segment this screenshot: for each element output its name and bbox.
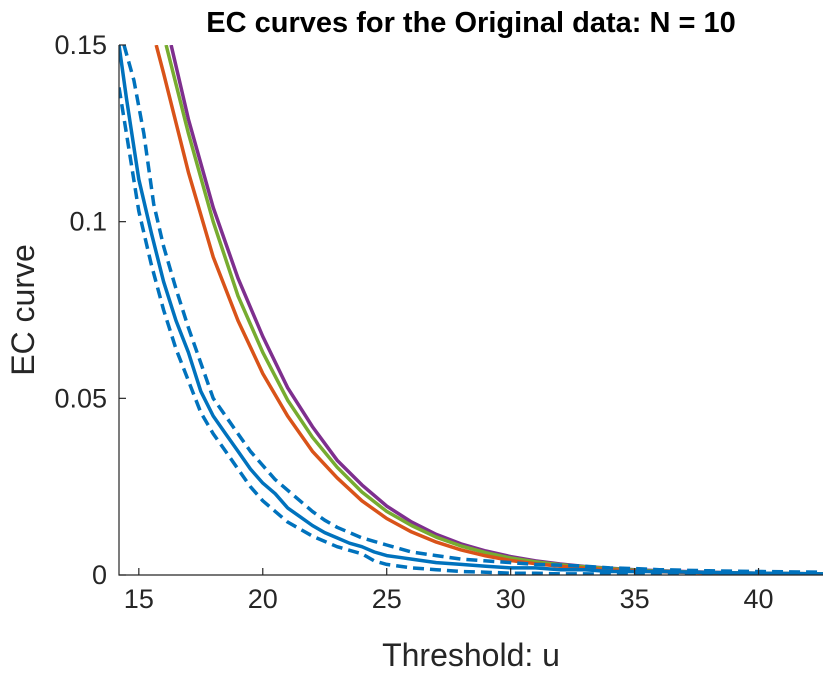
x-tick-label: 15 [124,584,154,614]
axes-frame [118,45,823,576]
y-tick-label: 0.1 [69,207,107,237]
series-line-1 [169,45,823,575]
y-tick-label: 0.05 [54,383,107,413]
x-tick-label: 25 [372,584,402,614]
x-tick-label: 30 [496,584,526,614]
x-tick-label: 20 [248,584,278,614]
y-axis-label: EC curve [5,244,41,376]
x-tick-label: 35 [620,584,650,614]
series-line-5 [122,45,823,574]
chart-title: EC curves for the Original data: N = 10 [206,7,735,39]
y-tick-label: 0 [92,560,107,590]
series-line-4 [119,45,823,575]
x-tick-label: 40 [744,584,774,614]
series-line-2 [164,45,823,575]
x-axis-label: Threshold: u [382,637,560,673]
series-line-6 [119,87,823,575]
y-tick-label: 0.15 [54,30,107,60]
